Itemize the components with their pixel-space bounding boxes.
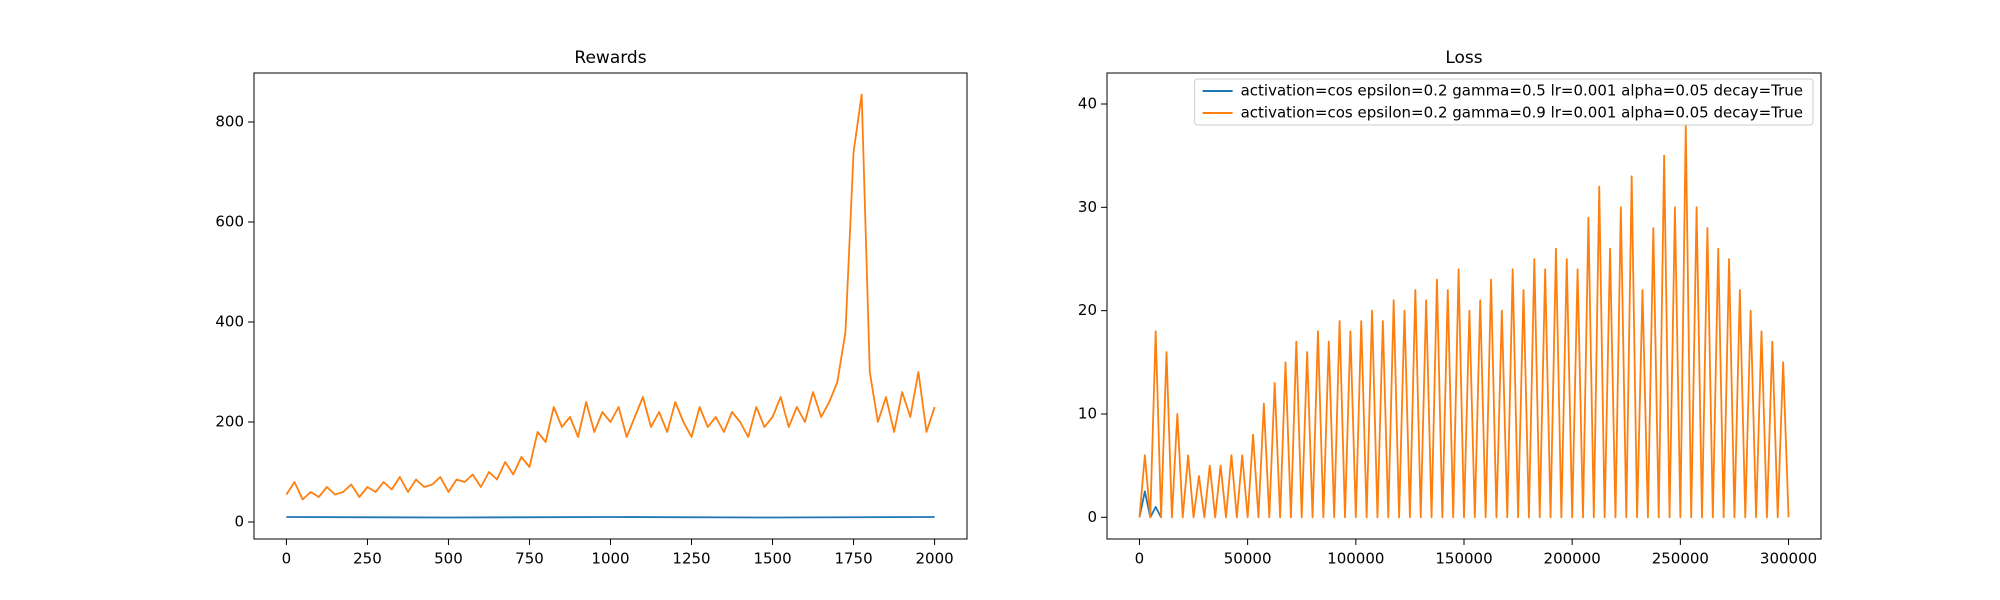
- y-tick-label: 40: [1078, 94, 1097, 112]
- x-tick-label: 300000: [1760, 550, 1817, 568]
- legend: activation=cos epsilon=0.2 gamma=0.5 lr=…: [1194, 78, 1814, 126]
- y-tick-label: 800: [215, 113, 244, 131]
- chart-title: Rewards: [574, 48, 646, 68]
- axes-frame: [1106, 72, 1822, 540]
- legend-label: activation=cos epsilon=0.2 gamma=0.5 lr=…: [1241, 82, 1803, 100]
- y-tick-label: 600: [215, 213, 244, 231]
- y-tick-label: 200: [215, 413, 244, 431]
- x-tick-label: 200000: [1544, 550, 1601, 568]
- plot-area: [285, 93, 936, 519]
- plot-area: [1138, 123, 1790, 519]
- x-tick-label: 750: [515, 550, 544, 568]
- y-tick-label: 20: [1078, 301, 1097, 319]
- x-tick-label: 1500: [753, 550, 791, 568]
- x-tick-label: 0: [282, 550, 292, 568]
- y-tick-label: 0: [1087, 508, 1097, 526]
- x-tick-label: 100000: [1327, 550, 1384, 568]
- x-tick-label: 250000: [1652, 550, 1709, 568]
- series-line: [285, 93, 936, 501]
- y-tick-label: 10: [1078, 404, 1097, 422]
- legend-label: activation=cos epsilon=0.2 gamma=0.9 lr=…: [1241, 104, 1803, 122]
- x-tick-label: 1750: [834, 550, 872, 568]
- x-tick-label: 150000: [1435, 550, 1492, 568]
- x-tick-label: 1000: [591, 550, 629, 568]
- y-tick-label: 30: [1078, 198, 1097, 216]
- y-tick-label: 400: [215, 313, 244, 331]
- x-tick-label: 250: [353, 550, 382, 568]
- x-tick-label: 0: [1135, 550, 1145, 568]
- x-tick-label: 500: [434, 550, 463, 568]
- series-line: [1138, 123, 1790, 519]
- series-line: [286, 516, 935, 519]
- x-tick-label: 50000: [1224, 550, 1272, 568]
- y-tick-label: 0: [234, 513, 244, 531]
- x-tick-label: 1250: [672, 550, 710, 568]
- legend-frame: [1194, 78, 1814, 126]
- chart-title: Loss: [1445, 48, 1482, 68]
- axes-frame: [253, 72, 968, 540]
- x-tick-label: 2000: [915, 550, 953, 568]
